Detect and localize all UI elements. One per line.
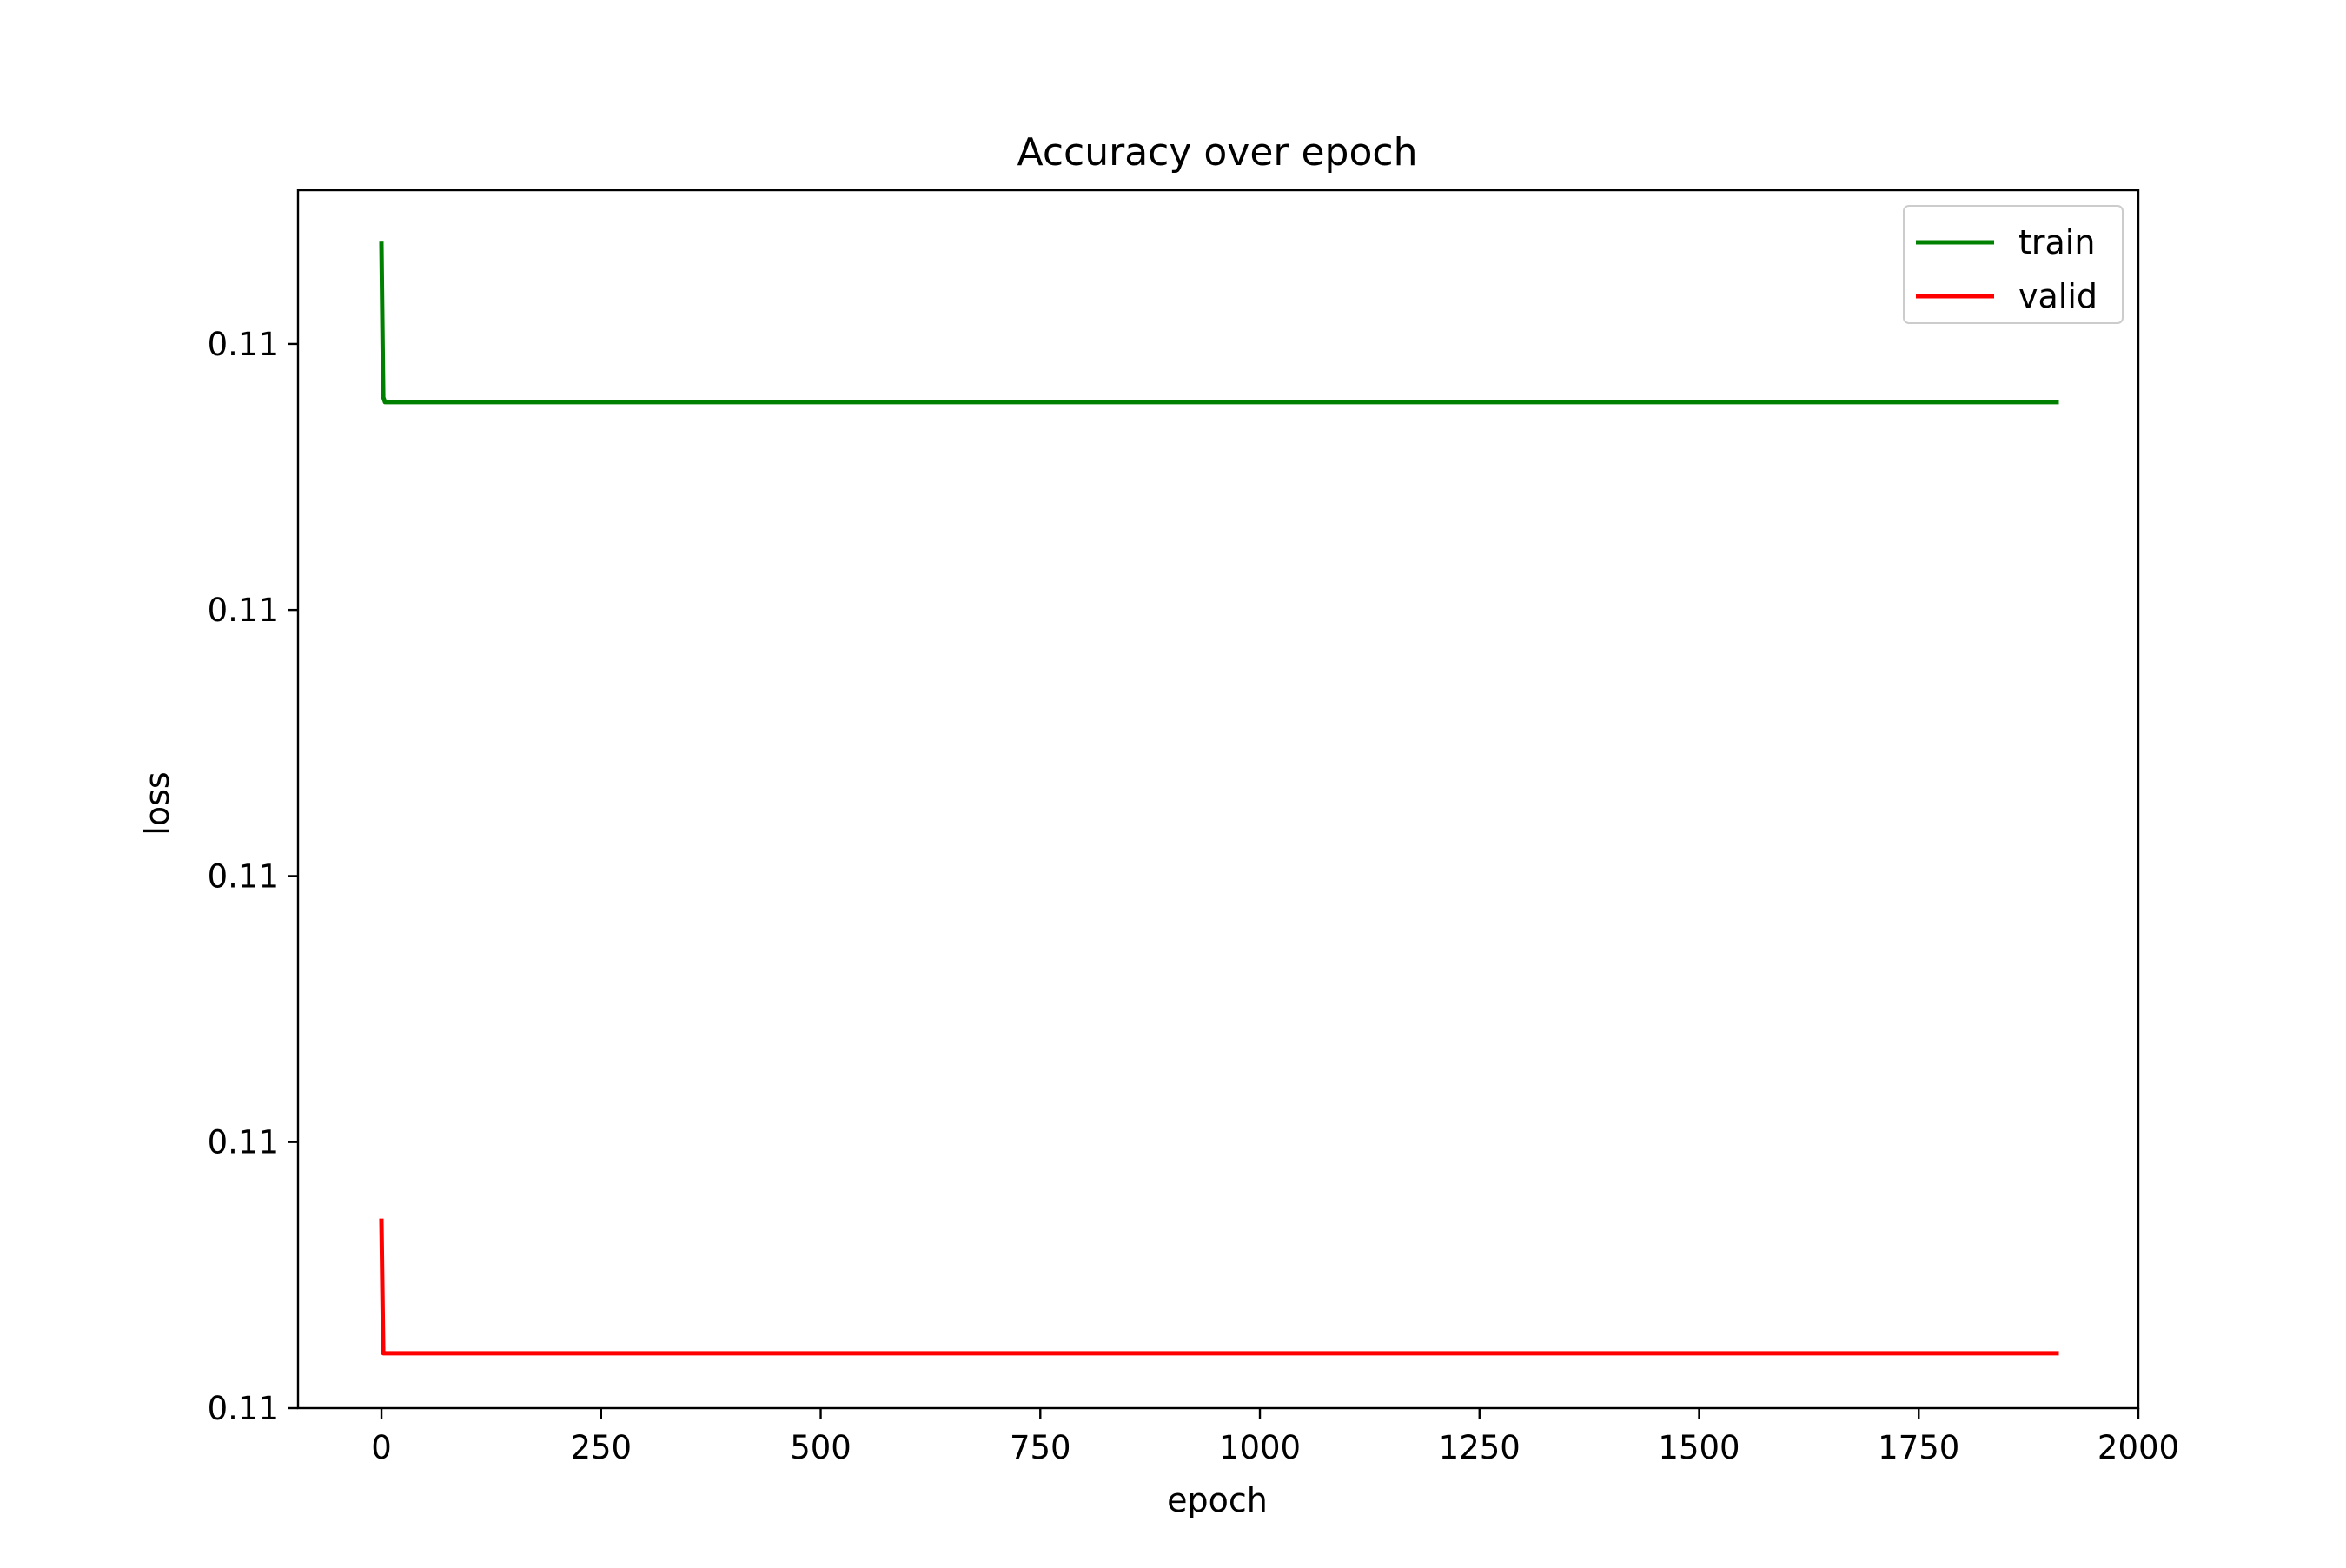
x-tick-label: 2000 — [2097, 1429, 2179, 1466]
y-tick-label: 0.11 — [208, 857, 279, 895]
y-tick-label: 0.11 — [208, 1124, 279, 1161]
x-tick-label: 1000 — [1219, 1429, 1301, 1466]
series-line-train — [379, 241, 2059, 405]
x-tick-label: 1750 — [1878, 1429, 1959, 1466]
series-line-valid — [379, 1218, 2059, 1356]
series-layer — [379, 241, 2059, 1356]
y-axis-label: loss — [138, 771, 176, 835]
y-tick-label: 0.11 — [208, 1390, 279, 1427]
legend-box — [1903, 205, 2124, 324]
x-tick-label: 750 — [1010, 1429, 1071, 1466]
y-axis-ticks: 0.11 0.11 0.11 0.11 0.11 — [208, 326, 298, 1427]
x-tick-label: 0 — [371, 1429, 392, 1466]
x-axis-ticks: 0 250 500 750 1000 1250 1500 1750 2000 — [371, 1408, 2179, 1466]
x-tick-label: 250 — [570, 1429, 632, 1466]
legend: train valid — [1903, 205, 2124, 324]
legend-label-train: train — [2018, 223, 2095, 261]
x-axis-label: epoch — [1167, 1481, 1268, 1519]
legend-label-valid: valid — [2018, 277, 2097, 315]
x-tick-label: 1250 — [1439, 1429, 1521, 1466]
plot-area-frame — [296, 189, 2140, 1410]
x-tick-label: 1500 — [1658, 1429, 1740, 1466]
x-tick-label: 500 — [790, 1429, 852, 1466]
y-tick-label: 0.11 — [208, 326, 279, 363]
chart-title: Accuracy over epoch — [1017, 130, 1418, 175]
y-tick-label: 0.11 — [208, 592, 279, 629]
